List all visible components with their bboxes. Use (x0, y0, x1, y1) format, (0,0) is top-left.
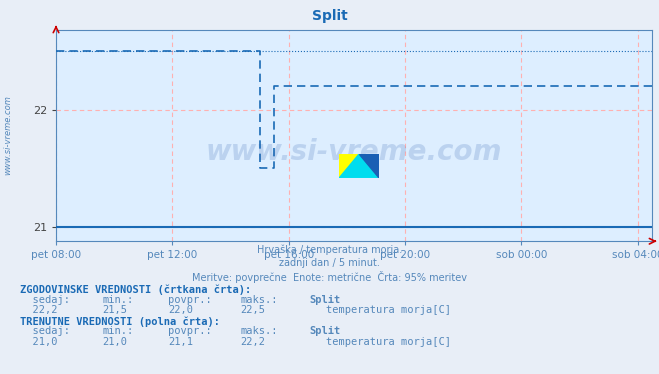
Text: 21,0: 21,0 (20, 337, 57, 347)
Text: www.si-vreme.com: www.si-vreme.com (3, 95, 13, 175)
Text: 22,5: 22,5 (241, 305, 266, 315)
Text: sedaj:: sedaj: (20, 295, 70, 306)
Text: sedaj:: sedaj: (20, 326, 70, 336)
Text: Split: Split (310, 326, 341, 336)
Polygon shape (359, 154, 379, 178)
Text: temperatura morja[C]: temperatura morja[C] (326, 337, 451, 347)
Text: 21,0: 21,0 (102, 337, 127, 347)
Text: 22,2: 22,2 (20, 305, 57, 315)
Text: povpr.:: povpr.: (168, 326, 212, 336)
Text: 21,1: 21,1 (168, 337, 193, 347)
Text: 22,2: 22,2 (241, 337, 266, 347)
Text: min.:: min.: (102, 295, 133, 306)
Text: Hrvaška / temperatura morja.: Hrvaška / temperatura morja. (257, 245, 402, 255)
Text: Split: Split (310, 295, 341, 306)
Polygon shape (339, 154, 359, 178)
Text: min.:: min.: (102, 326, 133, 336)
Text: www.si-vreme.com: www.si-vreme.com (206, 138, 502, 166)
Text: povpr.:: povpr.: (168, 295, 212, 306)
Text: temperatura morja[C]: temperatura morja[C] (326, 305, 451, 315)
Polygon shape (339, 154, 379, 178)
Text: Meritve: povprečne  Enote: metrične  Črta: 95% meritev: Meritve: povprečne Enote: metrične Črta:… (192, 271, 467, 283)
Text: TRENUTNE VREDNOSTI (polna črta):: TRENUTNE VREDNOSTI (polna črta): (20, 316, 219, 327)
Text: Split: Split (312, 9, 347, 23)
Text: zadnji dan / 5 minut.: zadnji dan / 5 minut. (279, 258, 380, 268)
Text: maks.:: maks.: (241, 326, 278, 336)
Text: ZGODOVINSKE VREDNOSTI (črtkana črta):: ZGODOVINSKE VREDNOSTI (črtkana črta): (20, 284, 251, 295)
Text: maks.:: maks.: (241, 295, 278, 306)
Text: 22,0: 22,0 (168, 305, 193, 315)
Text: 21,5: 21,5 (102, 305, 127, 315)
